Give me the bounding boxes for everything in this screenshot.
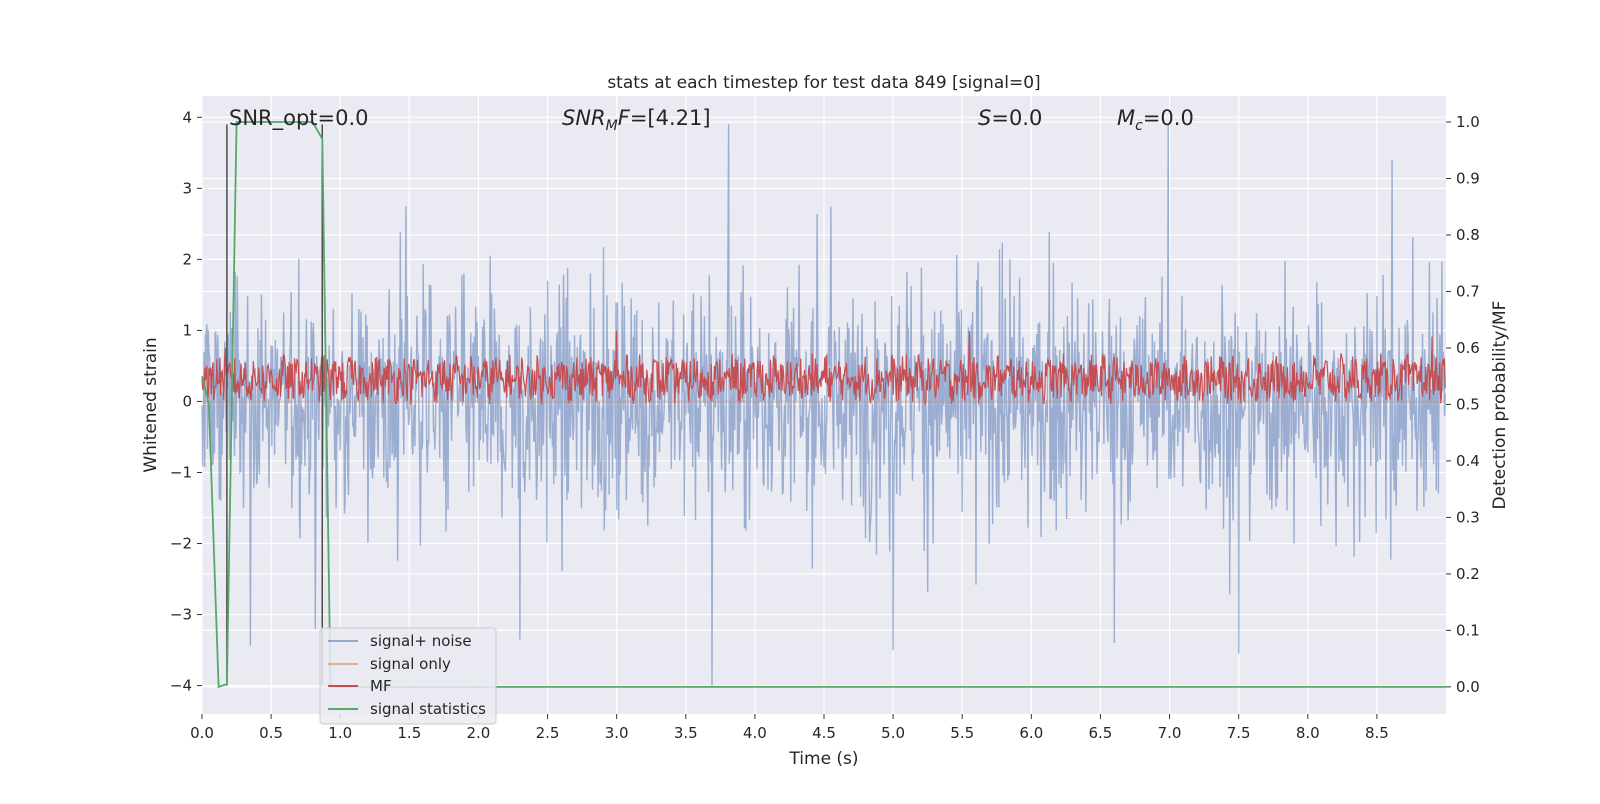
annotation-s: S=0.0 [978, 106, 1042, 130]
x-tick-label: 0.0 [190, 724, 214, 742]
x-tick-label: 2.0 [467, 724, 491, 742]
x-tick-label: 7.0 [1158, 724, 1182, 742]
series-mf [201, 330, 1446, 406]
x-tick-label: 4.0 [743, 724, 767, 742]
x-tick-label: 2.5 [536, 724, 560, 742]
y-left-axis-label: Whitened strain [141, 337, 161, 472]
y-left-tick-label: 2 [182, 250, 192, 268]
y-right-tick-label: 0.4 [1456, 452, 1480, 470]
chart-title: stats at each timestep for test data 849… [607, 73, 1040, 93]
y-right-tick-label: 0.5 [1456, 395, 1480, 413]
x-tick-label: 0.5 [259, 724, 283, 742]
y-left-tick-label: 1 [182, 321, 192, 339]
line-mf [201, 330, 1446, 406]
y-left-tick-label: −1 [170, 463, 192, 481]
y-right-tick-label: 0.0 [1456, 678, 1480, 696]
annotation-snr-mf: SNRMF=[4.21] [562, 106, 711, 134]
x-tick-label: 5.0 [881, 724, 905, 742]
y-right-tick-label: 0.6 [1456, 339, 1480, 357]
x-tick-label: 3.5 [674, 724, 698, 742]
y-right-tick-label: 1.0 [1456, 113, 1480, 131]
y-right-tick-label: 0.9 [1456, 169, 1480, 187]
y-left-axis-ticks: −4 −3 −2 −1 0 1 2 3 4 [170, 108, 202, 695]
y-left-tick-label: −3 [170, 606, 192, 624]
legend-label-signal-only: signal only [370, 655, 451, 673]
legend-label-mf: MF [370, 677, 392, 695]
x-tick-label: 5.5 [950, 724, 974, 742]
x-tick-label: 1.0 [328, 724, 352, 742]
x-tick-label: 8.0 [1296, 724, 1320, 742]
x-tick-label: 4.5 [812, 724, 836, 742]
y-right-axis-label: Detection probability/MF [1490, 301, 1510, 510]
legend-label-signal-statistics: signal statistics [370, 700, 486, 718]
y-right-tick-label: 0.1 [1456, 621, 1480, 639]
y-left-tick-label: 4 [182, 108, 192, 126]
legend-box [319, 627, 497, 725]
annotation-snr-opt: SNR_opt=0.0 [229, 106, 369, 131]
x-tick-label: 6.5 [1089, 724, 1113, 742]
y-left-tick-label: −4 [170, 677, 192, 695]
y-right-tick-label: 0.3 [1456, 508, 1480, 526]
x-tick-label: 1.5 [397, 724, 421, 742]
legend: signal+ noise signal only MF signal stat… [319, 627, 497, 725]
legend-label-signal-noise: signal+ noise [370, 632, 472, 650]
y-right-tick-label: 0.8 [1456, 226, 1480, 244]
x-axis-ticks: 0.0 0.5 1.0 1.5 2.0 2.5 3.0 3.5 4.0 4.5 5.0 5.5 6.0 6… [190, 714, 1389, 742]
vertical-markers [226, 124, 324, 686]
y-left-tick-label: 0 [182, 392, 192, 410]
x-tick-label: 7.5 [1227, 724, 1251, 742]
x-axis-label: Time (s) [788, 749, 858, 769]
y-left-tick-label: −2 [170, 535, 192, 553]
x-tick-label: 3.0 [605, 724, 629, 742]
y-right-tick-label: 0.7 [1456, 282, 1480, 300]
y-right-axis-ticks: 0.0 0.1 0.2 0.3 0.4 0.5 0.6 0.7 0.8 0.9 1.0 [1446, 113, 1480, 696]
y-right-tick-label: 0.2 [1456, 565, 1480, 583]
x-tick-label: 8.5 [1365, 724, 1389, 742]
annotation-mc: Mc=0.0 [1117, 106, 1194, 134]
x-tick-label: 6.0 [1019, 724, 1043, 742]
y-left-tick-label: 3 [182, 179, 192, 197]
